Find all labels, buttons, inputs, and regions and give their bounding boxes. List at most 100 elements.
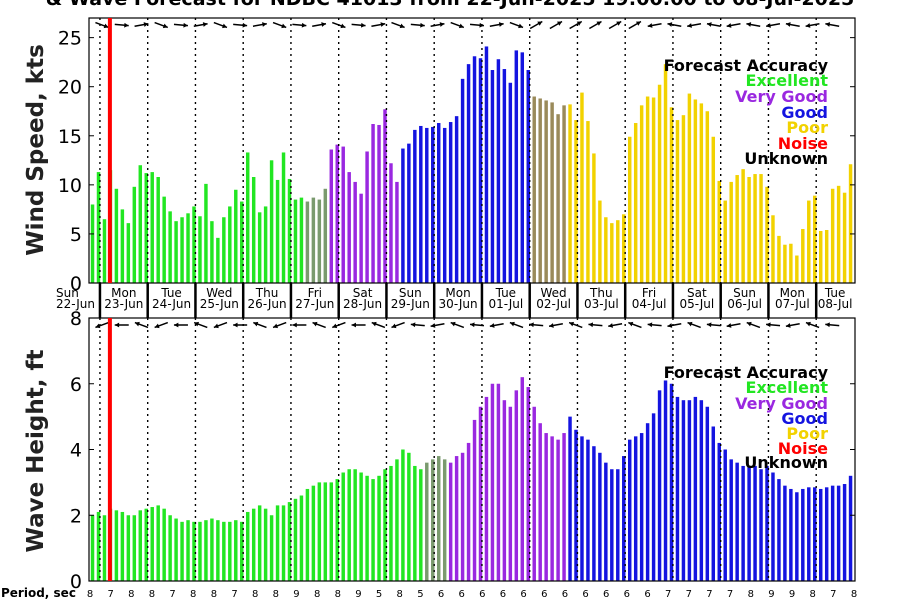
day-name-label: Sun [399, 286, 422, 300]
period-value: 9 [293, 589, 299, 600]
wind-speed-bar [305, 201, 310, 283]
wave-height-bar [353, 469, 357, 581]
wind-speed-bar [592, 153, 596, 283]
wave-height-bar [120, 511, 125, 581]
wave-height-bar [431, 459, 435, 581]
period-value: 6 [603, 589, 609, 600]
period-value: 8 [211, 589, 217, 600]
wind-speed-bar [287, 178, 292, 283]
wind-speed-bar [353, 181, 357, 283]
day-date-label: 29-Jun [391, 297, 430, 311]
wind-arrow-icon [805, 23, 820, 28]
wave-height-bar [90, 515, 95, 581]
wind-speed-bar [747, 177, 751, 283]
wave-height-bar [96, 511, 101, 581]
wave-height-legend: Forecast Accuracy Excellent Very Good Go… [664, 363, 829, 472]
wave-height-bar [741, 465, 745, 581]
wave-height-bar [711, 426, 716, 581]
wave-height-bar [204, 520, 208, 581]
wave-height-bar [150, 507, 154, 581]
wind-speed-bar [717, 180, 721, 283]
wave-height-bar [144, 508, 148, 581]
wave-height-bar [562, 433, 566, 581]
day-name-label: Sun [56, 286, 79, 300]
wave-arrow-icon [608, 323, 623, 328]
wind-speed-bars [90, 46, 853, 284]
wind-speed-bar [341, 146, 345, 283]
wave-arrow-icon [154, 321, 169, 329]
wave-height-bar [192, 521, 196, 581]
wind-arrow-icon [588, 20, 602, 30]
wave-height-bar [783, 485, 787, 581]
wave-height-bar [830, 485, 835, 581]
wave-height-bar [365, 475, 369, 581]
wave-height-bar [818, 488, 823, 581]
wave-arrow-icon [114, 322, 129, 328]
wind-speed-bar [490, 70, 495, 284]
wave-height-bar [413, 465, 417, 581]
wave-height-bar [514, 390, 519, 581]
wave-arrow-icon [529, 322, 544, 328]
wind-arrow-icon [785, 22, 800, 27]
wave-arrow-icon [489, 323, 504, 328]
wind-speed-bar [627, 136, 632, 283]
wave-height-bar [454, 456, 459, 581]
wave-height-bar [377, 475, 381, 581]
wave-height-bar [436, 456, 441, 581]
day-date-label: 30-Jun [439, 297, 478, 311]
legend-entry-unknown: Unknown [744, 453, 828, 472]
wave-height-bar [687, 400, 692, 581]
wind-speed-bar [162, 196, 166, 283]
legend-entry-unknown: Unknown [744, 149, 828, 168]
wave-height-bar [210, 518, 214, 581]
wind-arrow-icon [608, 20, 622, 30]
period-value: 7 [830, 589, 836, 600]
wave-height-bar [801, 488, 805, 581]
wave-arrow-icon [548, 323, 563, 328]
day-date-label: 28-Jun [343, 297, 382, 311]
wave-height-bar [174, 518, 178, 581]
wave-height-bar [257, 505, 262, 581]
period-value: 6 [541, 589, 547, 600]
wave-height-bar [568, 416, 572, 582]
wind-speed-bar [198, 216, 202, 283]
wind-speed-bar [168, 211, 172, 283]
wave-arrow-icon [233, 322, 248, 328]
wind-arrow-icon [134, 22, 149, 27]
period-value: 7 [686, 589, 692, 600]
period-value: 8 [851, 589, 857, 600]
wind-speed-bar [723, 200, 727, 283]
wave-height-bar [490, 383, 495, 581]
wave-height-bar [747, 465, 751, 581]
wind-speed-y-tick-label: 0 [70, 273, 82, 295]
wave-height-bar [824, 487, 829, 581]
wind-speed-bar [759, 174, 763, 283]
period-value: 6 [624, 589, 630, 600]
wave-height-bar [132, 515, 137, 581]
wave-height-bar [723, 449, 727, 581]
wave-height-bar [186, 520, 190, 581]
wind-speed-bar [335, 144, 339, 283]
wind-speed-bar [329, 149, 334, 283]
period-value: 6 [582, 589, 588, 600]
day-name-label: Wed [206, 286, 232, 300]
day-date-label: 06-Jul [727, 297, 762, 311]
wind-speed-bar [407, 143, 411, 283]
wind-speed-bar [245, 152, 250, 283]
wave-height-y-tick-label: 2 [70, 505, 82, 527]
wind-speed-y-tick-label: 10 [58, 175, 82, 197]
wave-height-bar [162, 508, 166, 581]
wave-height-bar [592, 446, 596, 581]
wind-arrow-icon [410, 22, 425, 28]
wave-height-bar [275, 505, 280, 581]
period-value: 8 [810, 589, 816, 600]
wind-speed-bar [687, 93, 692, 283]
wave-height-bar [633, 436, 638, 581]
wave-height-bar [610, 469, 614, 581]
day-name-label: Tue [824, 286, 846, 300]
wind-speed-bar [96, 172, 101, 283]
wind-speed-bar [795, 255, 799, 283]
wind-speed-bar [120, 209, 125, 283]
wind-speed-bar [180, 217, 184, 283]
period-value: 7 [706, 589, 712, 600]
